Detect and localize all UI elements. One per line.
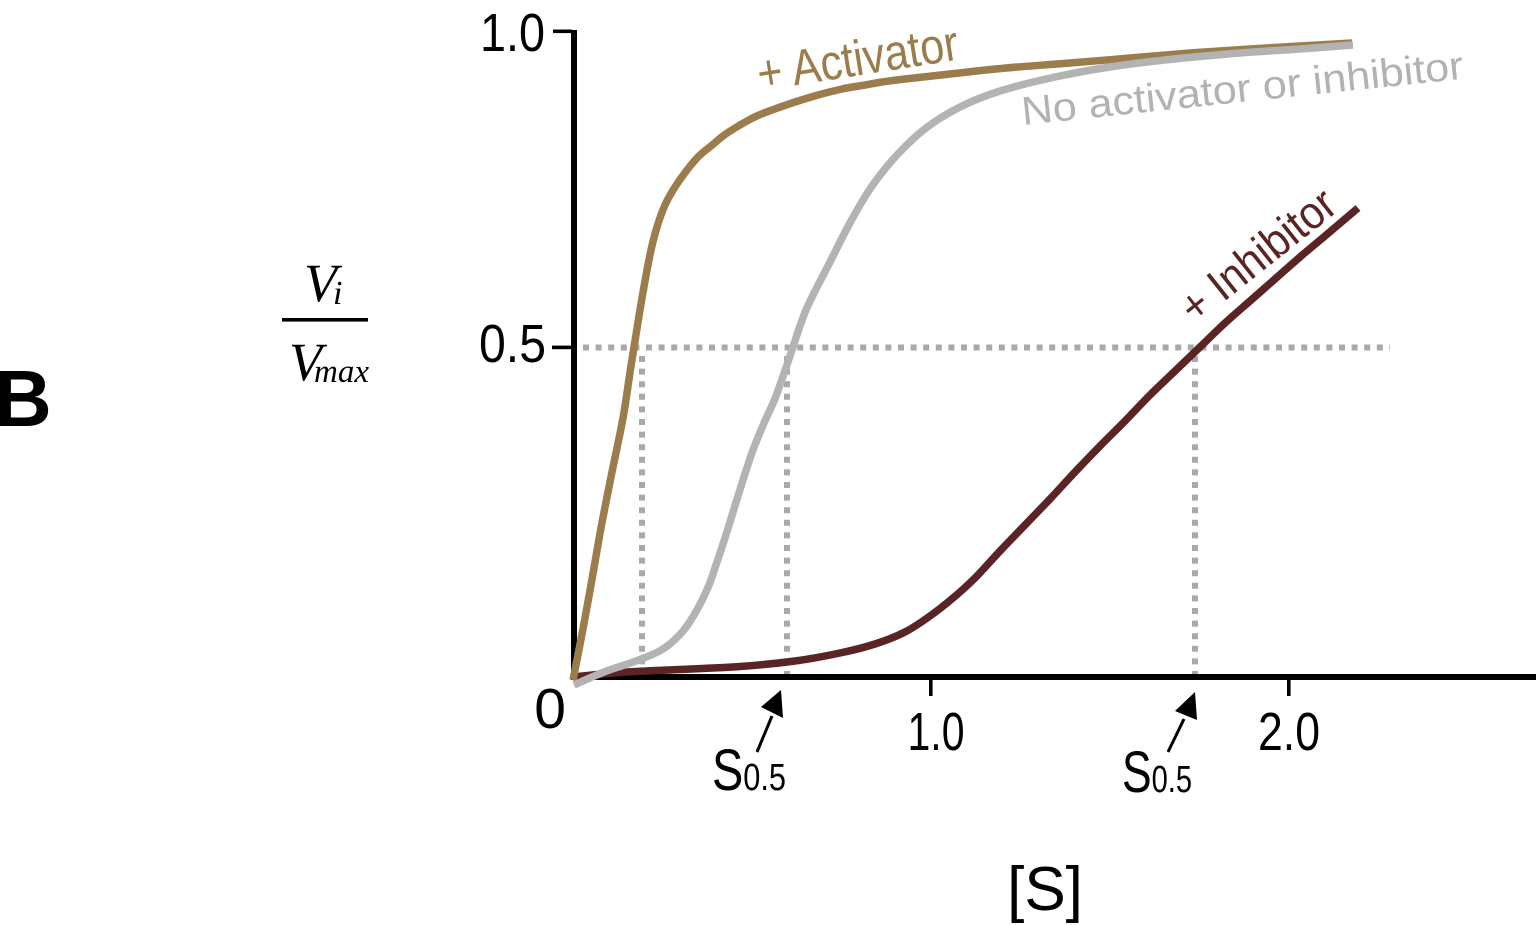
svg-text:S0.5: S0.5 [712,738,786,803]
svg-text:+ Inhibitor: + Inhibitor [1169,177,1346,333]
svg-text:[S]: [S] [1007,855,1083,924]
svg-text:Vi: Vi [304,253,343,313]
svg-text:1.0: 1.0 [908,702,965,762]
svg-text:2.0: 2.0 [1258,702,1320,762]
svg-text:S0.5: S0.5 [1122,740,1192,805]
svg-text:No activator or inhibitor: No activator or inhibitor [1019,44,1465,134]
svg-text:0.5: 0.5 [479,314,546,374]
svg-text:1.0: 1.0 [480,3,545,63]
svg-text:0: 0 [534,677,566,741]
svg-text:Vmax: Vmax [289,332,369,392]
svg-text:B: B [0,354,52,443]
